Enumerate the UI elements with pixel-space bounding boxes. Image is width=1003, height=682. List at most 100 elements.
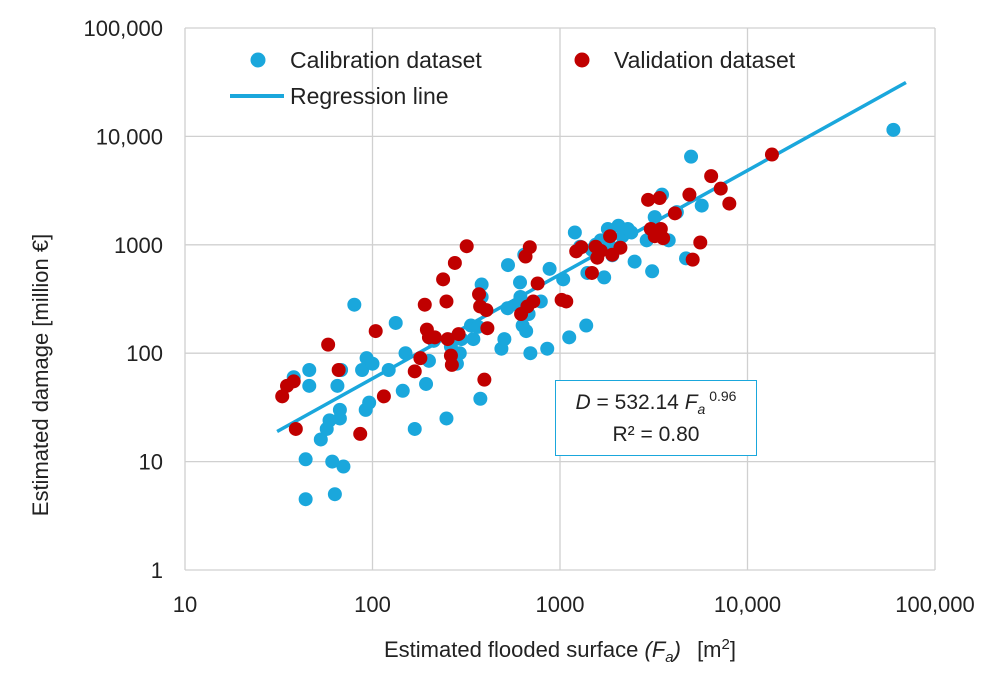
calibration-point xyxy=(645,264,660,279)
validation-point xyxy=(530,276,545,291)
legend: Calibration dataset Validation dataset R… xyxy=(230,47,796,109)
validation-point xyxy=(480,321,495,336)
calibration-point xyxy=(355,362,370,377)
equation-box: D = 532.14 Fa 0.96 R² = 0.80 xyxy=(555,380,757,456)
r-squared-label: R² = 0.80 xyxy=(612,423,700,447)
y-tick-label: 10,000 xyxy=(96,124,163,149)
calibration-point xyxy=(332,411,347,426)
calibration-point xyxy=(624,225,639,240)
validation-point xyxy=(479,303,494,318)
calibration-point xyxy=(542,261,557,276)
validation-point xyxy=(413,351,428,366)
validation-point xyxy=(417,297,432,312)
calibration-point xyxy=(388,315,403,330)
y-tick-label: 1 xyxy=(151,558,163,583)
validation-point xyxy=(593,243,608,258)
y-tick-label: 10 xyxy=(139,450,163,475)
validation-point xyxy=(722,196,737,211)
x-axis-title-text: Estimated flooded surface xyxy=(384,637,638,662)
x-axis-title-close: ) xyxy=(671,637,681,662)
validation-point xyxy=(652,191,667,206)
calibration-point xyxy=(330,378,345,393)
validation-point xyxy=(459,239,474,254)
calibration-point xyxy=(325,454,340,469)
validation-point xyxy=(331,362,346,377)
x-axis-title-subscript: a xyxy=(665,649,673,666)
validation-point xyxy=(713,181,728,196)
validation-point xyxy=(368,324,383,339)
calibration-point xyxy=(519,324,534,339)
calibration-point xyxy=(886,122,901,137)
validation-point xyxy=(447,255,462,270)
calibration-point xyxy=(540,341,555,356)
validation-point xyxy=(436,272,451,287)
calibration-point xyxy=(298,492,313,507)
legend-label-calibration: Calibration dataset xyxy=(290,47,482,73)
x-axis-title-unit-exp: 2 xyxy=(722,636,730,653)
validation-point xyxy=(526,294,541,309)
validation-point xyxy=(286,374,301,389)
calibration-point xyxy=(694,198,709,213)
calibration-point xyxy=(567,225,582,240)
x-tick-label: 1000 xyxy=(536,592,585,617)
calibration-point xyxy=(684,149,699,164)
validation-point xyxy=(641,192,656,207)
calibration-point xyxy=(398,346,413,361)
calibration-point xyxy=(556,272,571,287)
validation-point xyxy=(440,332,455,347)
validation-point xyxy=(407,364,422,379)
calibration-point xyxy=(473,391,488,406)
validation-point xyxy=(353,426,368,441)
calibration-point xyxy=(523,346,538,361)
validation-point xyxy=(559,294,574,309)
validation-point xyxy=(275,389,290,404)
y-tick-labels: 1 10 100 1000 10,000 100,000 xyxy=(83,16,163,583)
calibration-point xyxy=(513,275,528,290)
calibration-point xyxy=(497,332,512,347)
equation-coefficient: = 532.14 xyxy=(590,391,685,414)
calibration-point xyxy=(439,411,454,426)
validation-point xyxy=(584,265,599,280)
calibration-point xyxy=(647,210,662,225)
validation-point xyxy=(613,240,628,255)
calibration-point xyxy=(562,330,577,345)
validation-point xyxy=(444,357,459,372)
validation-point xyxy=(427,330,442,345)
validation-point xyxy=(522,240,537,255)
calibration-point xyxy=(313,432,328,447)
data-points xyxy=(275,122,901,507)
validation-point xyxy=(321,337,336,352)
calibration-point xyxy=(365,356,380,371)
x-axis-title-symbol: (F xyxy=(645,637,667,662)
calibration-point xyxy=(302,362,317,377)
calibration-point xyxy=(579,318,594,333)
x-tick-label: 10,000 xyxy=(714,592,781,617)
calibration-point xyxy=(302,378,317,393)
validation-point xyxy=(603,229,618,244)
equation-exponent: 0.96 xyxy=(705,388,737,404)
validation-point xyxy=(451,327,466,342)
calibration-point xyxy=(347,297,362,312)
calibration-point xyxy=(466,332,481,347)
validation-point xyxy=(656,231,671,246)
equation-subscript: a xyxy=(697,401,706,418)
validation-point xyxy=(682,187,697,202)
validation-point xyxy=(693,235,708,250)
y-tick-label: 100 xyxy=(126,341,163,366)
x-tick-label: 100,000 xyxy=(895,592,975,617)
x-tick-label: 10 xyxy=(173,592,197,617)
legend-label-regression: Regression line xyxy=(290,83,449,109)
calibration-point xyxy=(336,459,351,474)
legend-marker-calibration xyxy=(250,52,266,68)
legend-label-validation: Validation dataset xyxy=(614,47,796,73)
x-tick-labels: 10 100 1000 10,000 100,000 xyxy=(173,592,975,617)
legend-marker-validation xyxy=(574,52,590,68)
calibration-point xyxy=(362,395,377,410)
calibration-point xyxy=(407,421,422,436)
validation-point xyxy=(376,389,391,404)
equation-variable: F xyxy=(684,391,698,414)
validation-point xyxy=(704,169,719,184)
x-tick-label: 100 xyxy=(354,592,391,617)
validation-point xyxy=(667,206,682,221)
